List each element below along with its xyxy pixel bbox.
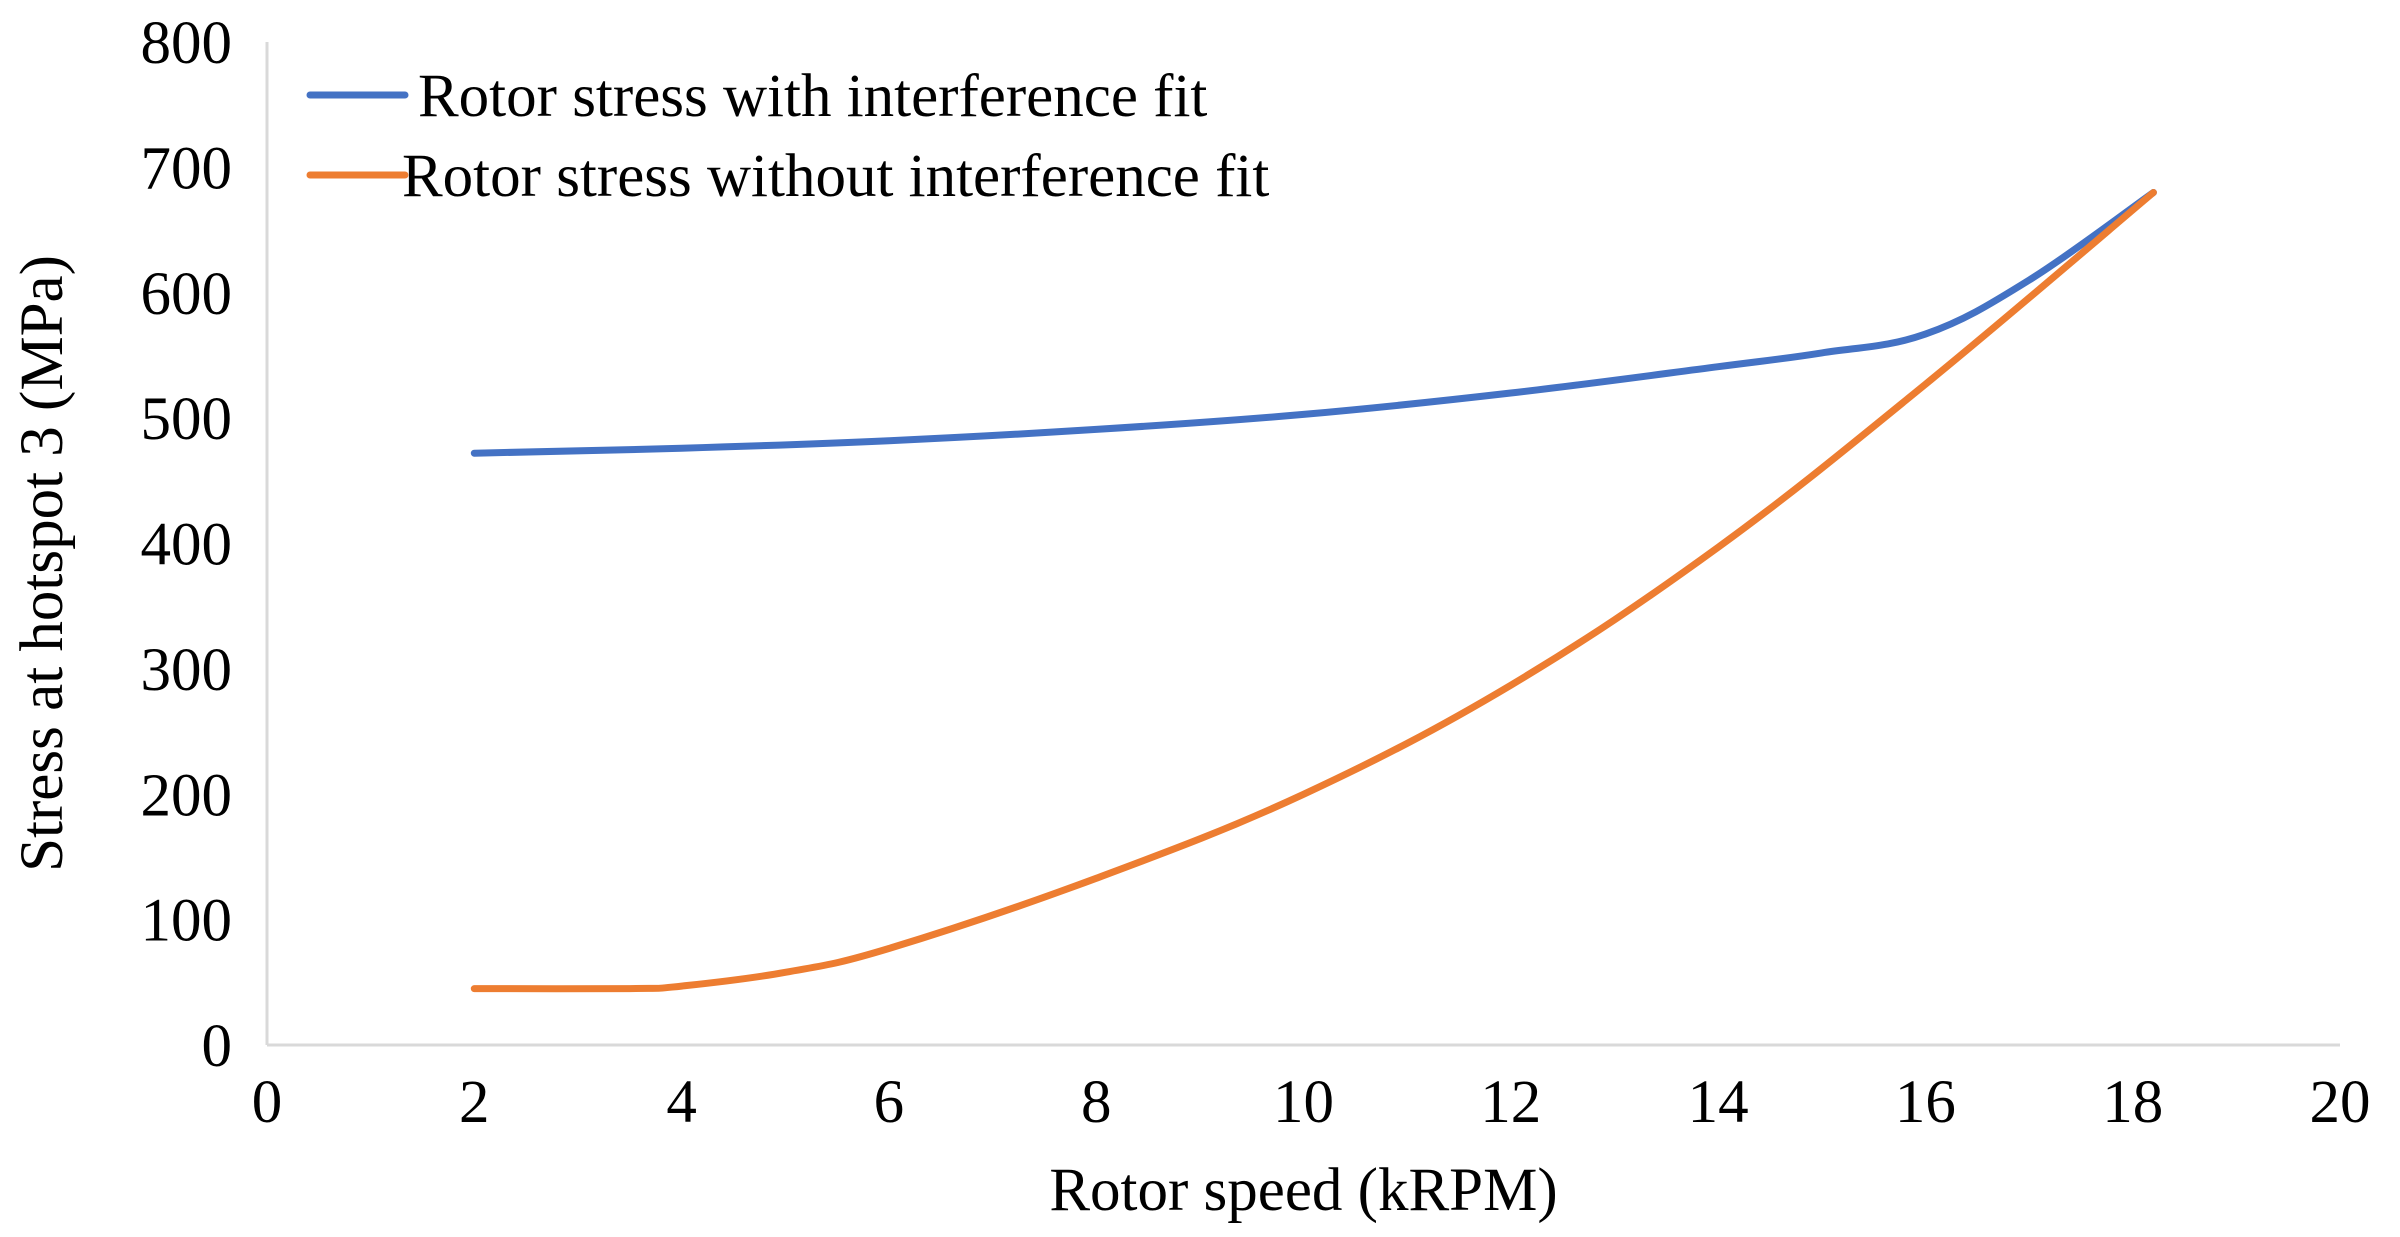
y-tick-label: 0 <box>202 1013 233 1080</box>
x-tick-label: 4 <box>666 1069 697 1136</box>
x-tick-label: 0 <box>252 1069 283 1136</box>
x-tick-label: 6 <box>874 1069 905 1136</box>
legend-label-2: Rotor stress without interference fit <box>402 143 1269 210</box>
y-tick-label: 600 <box>141 261 233 328</box>
y-axis-ticks: 0 100 200 300 400 500 600 700 800 <box>141 10 233 1080</box>
x-tick-label: 16 <box>1895 1069 1956 1136</box>
y-axis-title: Stress at hotspot 3 (MPa) <box>9 255 76 872</box>
x-axis-ticks: 0 2 4 6 8 10 12 14 16 18 20 <box>252 1069 2371 1136</box>
legend: Rotor stress with interference fit Rotor … <box>306 63 1269 210</box>
y-tick-label: 200 <box>141 762 233 829</box>
y-tick-label: 400 <box>141 512 233 579</box>
x-tick-label: 18 <box>2102 1069 2163 1136</box>
x-tick-label: 20 <box>2310 1069 2371 1136</box>
series-group <box>470 189 2157 993</box>
x-axis-title: Rotor speed (kRPM) <box>1049 1157 1557 1224</box>
y-tick-label: 500 <box>141 386 233 453</box>
x-tick-label: 14 <box>1688 1069 1749 1136</box>
y-tick-label: 300 <box>141 637 233 704</box>
x-tick-label: 2 <box>459 1069 490 1136</box>
x-tick-label: 10 <box>1273 1069 1334 1136</box>
series-line-1 <box>470 189 2157 457</box>
x-tick-label: 12 <box>1480 1069 1541 1136</box>
legend-label-1: Rotor stress with interference fit <box>418 63 1207 130</box>
x-tick-label: 8 <box>1081 1069 1112 1136</box>
y-tick-label: 700 <box>141 135 233 202</box>
y-tick-label: 800 <box>141 10 233 77</box>
y-tick-label: 100 <box>141 888 233 955</box>
series-line-2 <box>470 189 2157 993</box>
